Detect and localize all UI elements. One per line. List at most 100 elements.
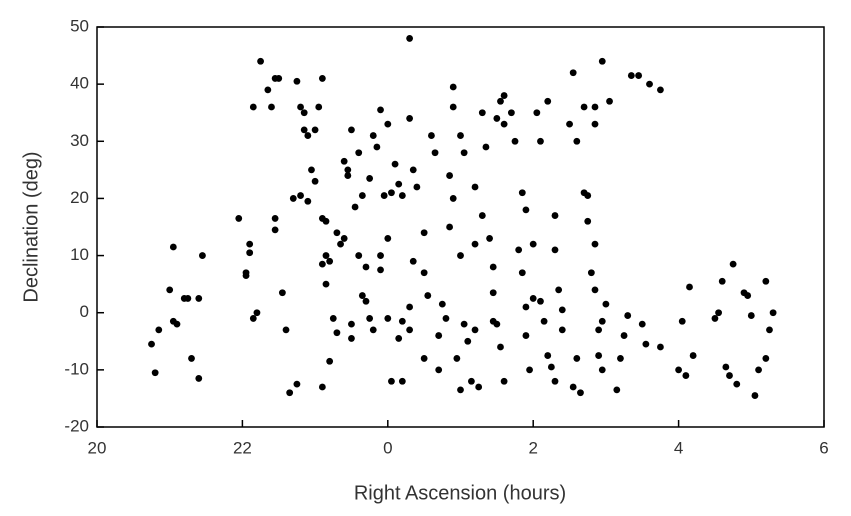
point — [722, 363, 730, 371]
point — [591, 240, 599, 248]
point — [384, 235, 392, 242]
point — [409, 166, 417, 174]
point — [478, 212, 486, 219]
point — [398, 317, 406, 325]
point — [297, 103, 304, 111]
point — [449, 103, 457, 111]
point — [529, 240, 537, 248]
point — [493, 320, 501, 328]
point — [595, 326, 603, 334]
y-tick-label: 20 — [70, 188, 89, 207]
point — [624, 312, 632, 319]
point — [682, 372, 690, 379]
point — [377, 266, 384, 274]
point — [617, 355, 624, 362]
point — [769, 309, 777, 317]
point — [398, 192, 406, 199]
point — [555, 286, 563, 294]
point — [442, 315, 450, 322]
point — [268, 103, 275, 111]
point — [733, 380, 741, 388]
point — [598, 57, 606, 65]
point — [304, 197, 312, 205]
point — [246, 249, 254, 257]
point — [333, 329, 341, 337]
point — [522, 332, 530, 339]
point — [344, 172, 352, 179]
point — [584, 217, 592, 225]
point — [689, 352, 697, 359]
point — [533, 109, 541, 117]
point — [188, 355, 195, 362]
y-tick-label: 10 — [70, 245, 89, 264]
point — [329, 315, 337, 322]
point — [591, 103, 599, 111]
point — [540, 317, 548, 325]
point — [358, 192, 366, 199]
point — [351, 203, 359, 211]
point — [515, 246, 523, 254]
point — [446, 223, 453, 231]
point — [584, 192, 592, 199]
point — [471, 240, 479, 248]
y-tick-label: 0 — [80, 302, 89, 321]
point — [369, 326, 377, 334]
point — [315, 103, 323, 111]
point — [377, 106, 384, 114]
point — [293, 77, 301, 85]
point — [388, 189, 395, 197]
point — [569, 383, 577, 391]
point — [457, 386, 464, 394]
point — [311, 177, 319, 185]
point — [300, 109, 308, 117]
point — [493, 115, 501, 122]
point — [620, 332, 628, 339]
point — [322, 252, 330, 259]
point — [762, 355, 770, 362]
point — [551, 377, 559, 385]
point — [395, 180, 403, 188]
point — [522, 206, 530, 214]
point — [580, 103, 588, 111]
y-tick-label: -10 — [64, 359, 89, 378]
point — [398, 377, 406, 385]
point — [249, 315, 257, 322]
point — [755, 366, 762, 374]
point — [711, 315, 719, 322]
y-axis-title: Declination (deg) — [20, 151, 42, 302]
point — [271, 215, 279, 222]
point — [573, 137, 581, 145]
point — [406, 303, 414, 311]
point — [366, 315, 374, 322]
point — [199, 252, 206, 259]
point — [235, 215, 243, 222]
point — [526, 366, 533, 374]
point — [340, 157, 348, 165]
point — [409, 257, 417, 265]
point — [431, 149, 439, 157]
point — [627, 72, 635, 79]
point — [166, 286, 174, 294]
point — [573, 355, 581, 362]
point — [744, 292, 752, 299]
point — [348, 126, 355, 134]
point — [602, 300, 610, 308]
point — [322, 217, 330, 225]
point — [489, 263, 497, 271]
point — [420, 269, 428, 277]
point — [497, 343, 504, 351]
point — [420, 355, 428, 362]
point — [544, 352, 552, 359]
point — [638, 320, 646, 328]
point — [547, 363, 555, 371]
x-tick-label: 4 — [674, 438, 683, 457]
point — [435, 332, 443, 339]
point — [257, 57, 264, 65]
y-tick-label: -20 — [64, 416, 89, 435]
point — [511, 137, 519, 145]
point — [497, 97, 504, 105]
point — [686, 283, 693, 291]
point — [482, 143, 490, 151]
point — [449, 83, 457, 91]
point — [657, 86, 664, 94]
